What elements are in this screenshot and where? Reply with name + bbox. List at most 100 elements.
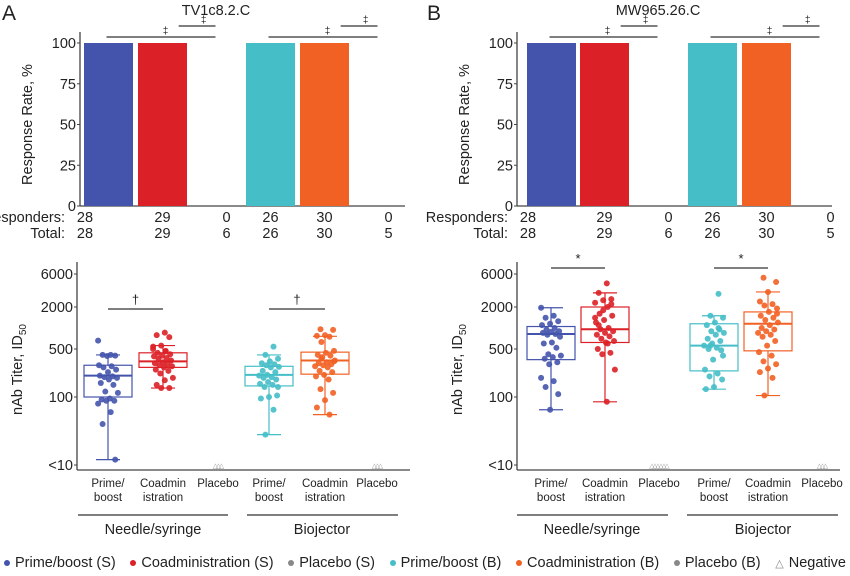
data-point xyxy=(717,338,724,345)
category-label-line2: boost xyxy=(94,492,123,504)
total-label: Total: xyxy=(30,226,65,242)
data-point xyxy=(114,389,121,396)
data-point xyxy=(704,335,711,342)
data-point xyxy=(266,394,272,400)
category-label-line1: Coadmin xyxy=(140,478,186,490)
data-point xyxy=(262,351,269,358)
data-point xyxy=(764,342,771,349)
legend-label: Negative xyxy=(788,555,846,571)
negative-marker: △ xyxy=(213,463,219,470)
data-point xyxy=(99,421,106,428)
data-point xyxy=(269,381,276,388)
legend-marker-icon xyxy=(389,560,396,566)
data-point xyxy=(102,388,109,395)
data-point xyxy=(598,335,605,342)
negative-marker: △ xyxy=(649,463,655,470)
data-point xyxy=(594,346,601,352)
total-value: 30 xyxy=(758,226,774,242)
data-point xyxy=(605,325,612,331)
category-label-line1: Coadmin xyxy=(745,478,791,490)
legend-label: Prime/boost (S) xyxy=(15,555,116,571)
data-point xyxy=(765,365,771,372)
data-point xyxy=(550,312,557,319)
data-point xyxy=(557,333,563,340)
data-point xyxy=(111,397,118,404)
significance-symbol: † xyxy=(293,292,300,307)
total-value: 5 xyxy=(826,226,834,242)
data-point xyxy=(602,329,608,336)
y-axis-title: Response Rate, % xyxy=(20,64,36,185)
legend-marker-icon xyxy=(4,560,10,566)
y-tick-label: 75 xyxy=(497,77,513,93)
significance-symbol: ‡ xyxy=(805,15,811,26)
negative-marker: △ xyxy=(372,463,378,470)
data-point xyxy=(607,349,614,356)
data-point xyxy=(161,377,168,384)
data-point xyxy=(167,351,174,358)
data-point xyxy=(756,298,763,305)
data-point xyxy=(270,406,277,413)
legend-label: Coadministration (B) xyxy=(527,555,660,571)
category-label-line1: Placebo xyxy=(356,478,398,490)
data-point xyxy=(160,364,167,371)
data-point xyxy=(261,383,268,390)
data-point xyxy=(768,352,775,359)
data-point xyxy=(327,352,334,359)
category-label-line1: Prime/ xyxy=(91,478,125,490)
y-axis-title-main: nAb Titer, ID xyxy=(450,335,466,415)
responders-value: 29 xyxy=(154,210,170,226)
bar-3 xyxy=(246,43,295,206)
data-point xyxy=(169,363,175,370)
data-point xyxy=(156,362,163,369)
data-point xyxy=(756,349,762,356)
data-point xyxy=(101,374,108,381)
significance-symbol: ‡ xyxy=(163,26,169,37)
data-point xyxy=(322,397,328,404)
data-point xyxy=(595,322,602,329)
data-point xyxy=(313,404,320,411)
bar-1 xyxy=(138,43,187,206)
y-tick-label: 100 xyxy=(52,36,76,52)
category-label-line2: istration xyxy=(748,492,788,504)
category-label-line2: boost xyxy=(255,492,284,504)
data-point xyxy=(720,352,726,359)
data-point xyxy=(155,355,162,362)
significance-symbol: ‡ xyxy=(605,26,611,37)
data-point xyxy=(547,320,554,327)
category-label-line1: Coadmin xyxy=(582,478,628,490)
data-point xyxy=(157,370,164,377)
triangle-icon: △ xyxy=(775,557,784,570)
legend-item-prime-boost-b: Prime/boost (B) xyxy=(389,555,501,571)
data-point xyxy=(714,370,721,377)
data-point xyxy=(316,367,323,374)
bar-0 xyxy=(527,43,576,206)
panel-title: MW965.26.C xyxy=(616,3,701,19)
data-point xyxy=(318,355,325,362)
panel-letter: B xyxy=(427,2,441,25)
data-point xyxy=(760,358,767,365)
data-point xyxy=(262,431,269,438)
significance-symbol: ‡ xyxy=(767,26,773,37)
data-point xyxy=(317,326,324,333)
data-point xyxy=(540,340,547,347)
negative-marker: △ xyxy=(652,463,658,470)
data-point xyxy=(708,328,715,335)
data-point xyxy=(770,314,777,321)
data-point xyxy=(765,288,771,295)
data-point xyxy=(166,385,173,392)
negative-marker: △ xyxy=(216,463,222,470)
data-point xyxy=(326,411,333,418)
panel-title: TV1c8.2.C xyxy=(182,3,251,19)
significance-symbol: * xyxy=(575,251,580,266)
legend-marker-icon xyxy=(516,560,523,566)
y-tick-label: 2000 xyxy=(41,300,73,316)
data-point xyxy=(104,353,111,360)
data-point xyxy=(761,302,768,309)
total-value: 6 xyxy=(664,226,672,242)
data-point xyxy=(706,373,713,380)
data-point xyxy=(161,329,168,336)
category-label-line1: Placebo xyxy=(638,478,680,490)
data-point xyxy=(112,456,119,463)
legend-item-placebo-b: Placebo (B) xyxy=(673,555,761,571)
